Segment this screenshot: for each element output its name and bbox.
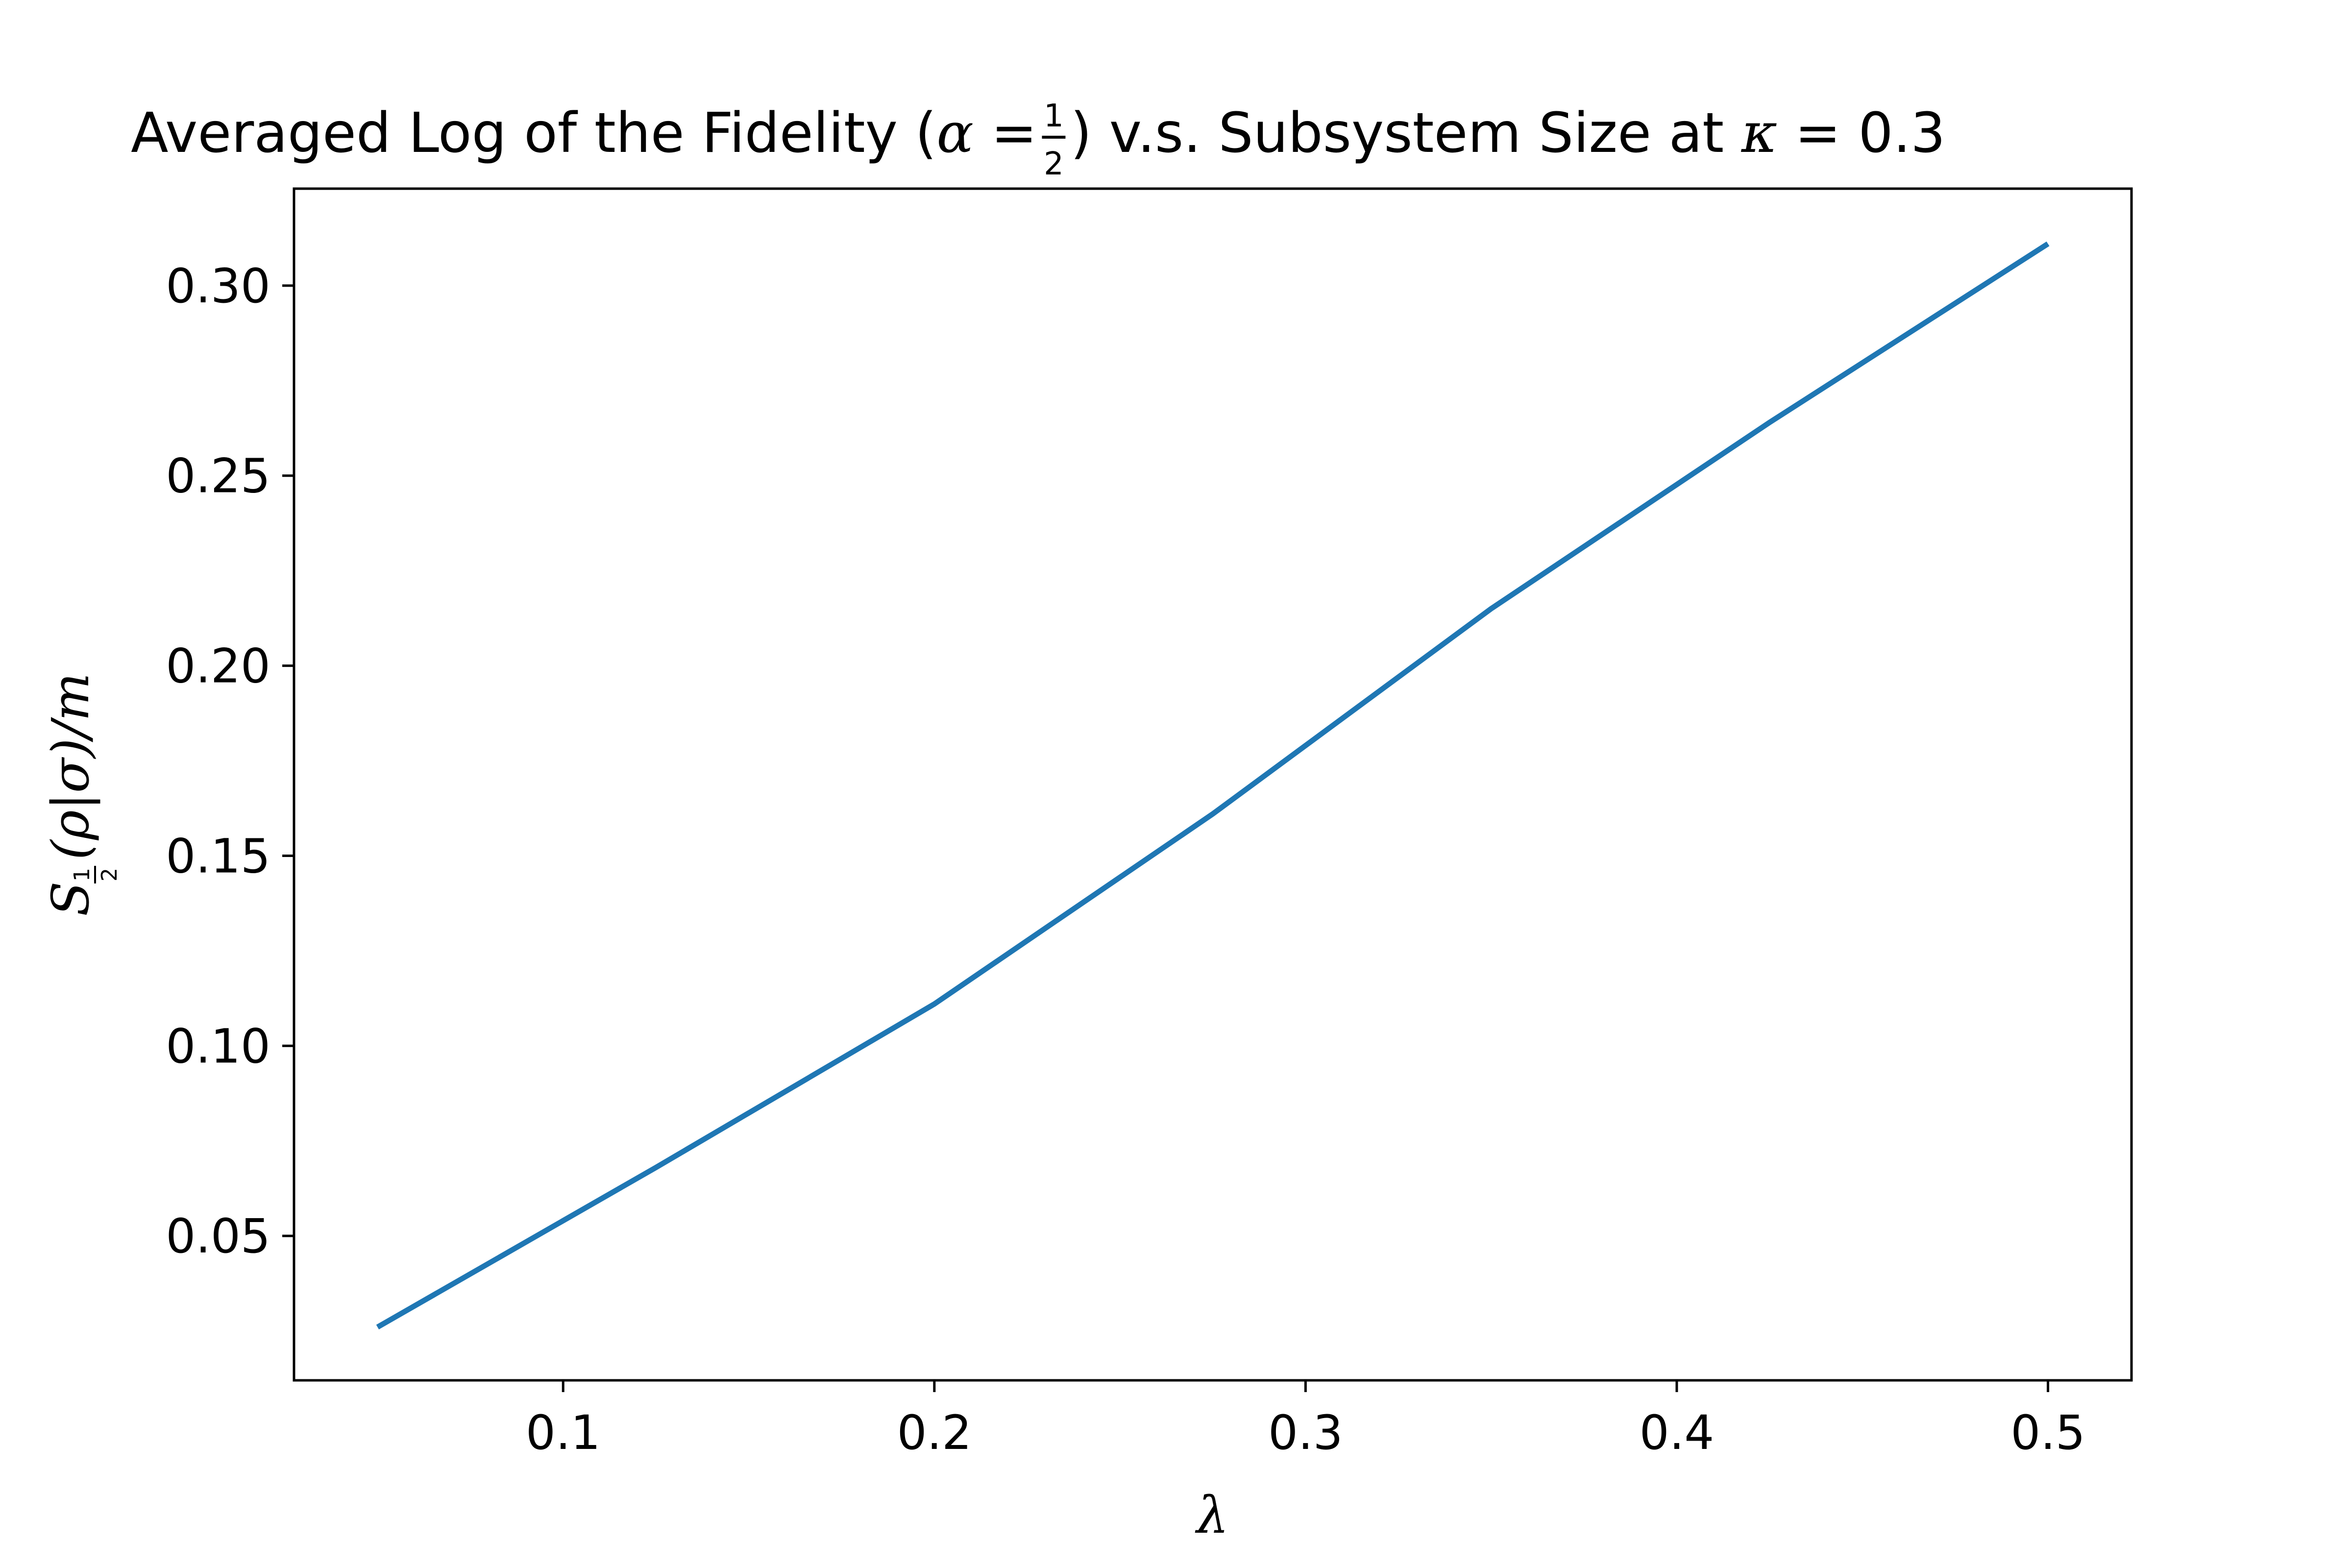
chart-title: Averaged Log of the Fidelity (α = bbox=[131, 101, 1037, 165]
y-axis-label: S 1 2 (ρ|σ)/m bbox=[41, 673, 122, 916]
x-tick-label: 0.1 bbox=[526, 1405, 601, 1460]
x-tick-label: 0.3 bbox=[1268, 1405, 1343, 1460]
series-line bbox=[376, 241, 2050, 1330]
x-axis-label: λ bbox=[1195, 1485, 1229, 1545]
y-tick-label: 0.15 bbox=[166, 829, 270, 883]
plot-frame bbox=[293, 187, 2133, 1382]
x-tick-label: 0.5 bbox=[2010, 1405, 2085, 1460]
y-label-sub-den: 2 bbox=[97, 868, 122, 882]
series-layer bbox=[376, 241, 2050, 1330]
title-alpha: α bbox=[936, 101, 974, 165]
y-tick-label: 0.20 bbox=[166, 639, 270, 694]
x-tick-label: 0.4 bbox=[1640, 1405, 1715, 1460]
y-axis: 0.05 0.10 0.15 0.20 0.25 0.30 bbox=[166, 259, 294, 1264]
chart-title-rest: ) v.s. Subsystem Size at κ = 0.3 bbox=[1070, 101, 1945, 165]
y-tick-label: 0.05 bbox=[166, 1209, 270, 1264]
title-suffix: = 0.3 bbox=[1777, 101, 1945, 165]
title-equals: = bbox=[974, 101, 1037, 165]
y-tick-label: 0.10 bbox=[166, 1019, 270, 1074]
y-label-rest: (ρ|σ)/m bbox=[41, 673, 100, 860]
x-axis: 0.1 0.2 0.3 0.4 0.5 bbox=[526, 1380, 2085, 1460]
title-kappa: κ bbox=[1741, 101, 1777, 165]
title-prefix: Averaged Log of the Fidelity ( bbox=[131, 101, 936, 165]
y-label-main: S bbox=[41, 882, 100, 916]
title-fraction-denominator: 2 bbox=[1044, 146, 1064, 182]
x-tick-label: 0.2 bbox=[897, 1405, 972, 1460]
title-mid: ) v.s. Subsystem Size at bbox=[1070, 101, 1741, 165]
title-fraction-numerator: 1 bbox=[1044, 98, 1064, 134]
y-tick-label: 0.30 bbox=[166, 259, 270, 314]
y-label-sub-num: 1 bbox=[70, 868, 95, 882]
y-tick-label: 0.25 bbox=[166, 449, 270, 504]
